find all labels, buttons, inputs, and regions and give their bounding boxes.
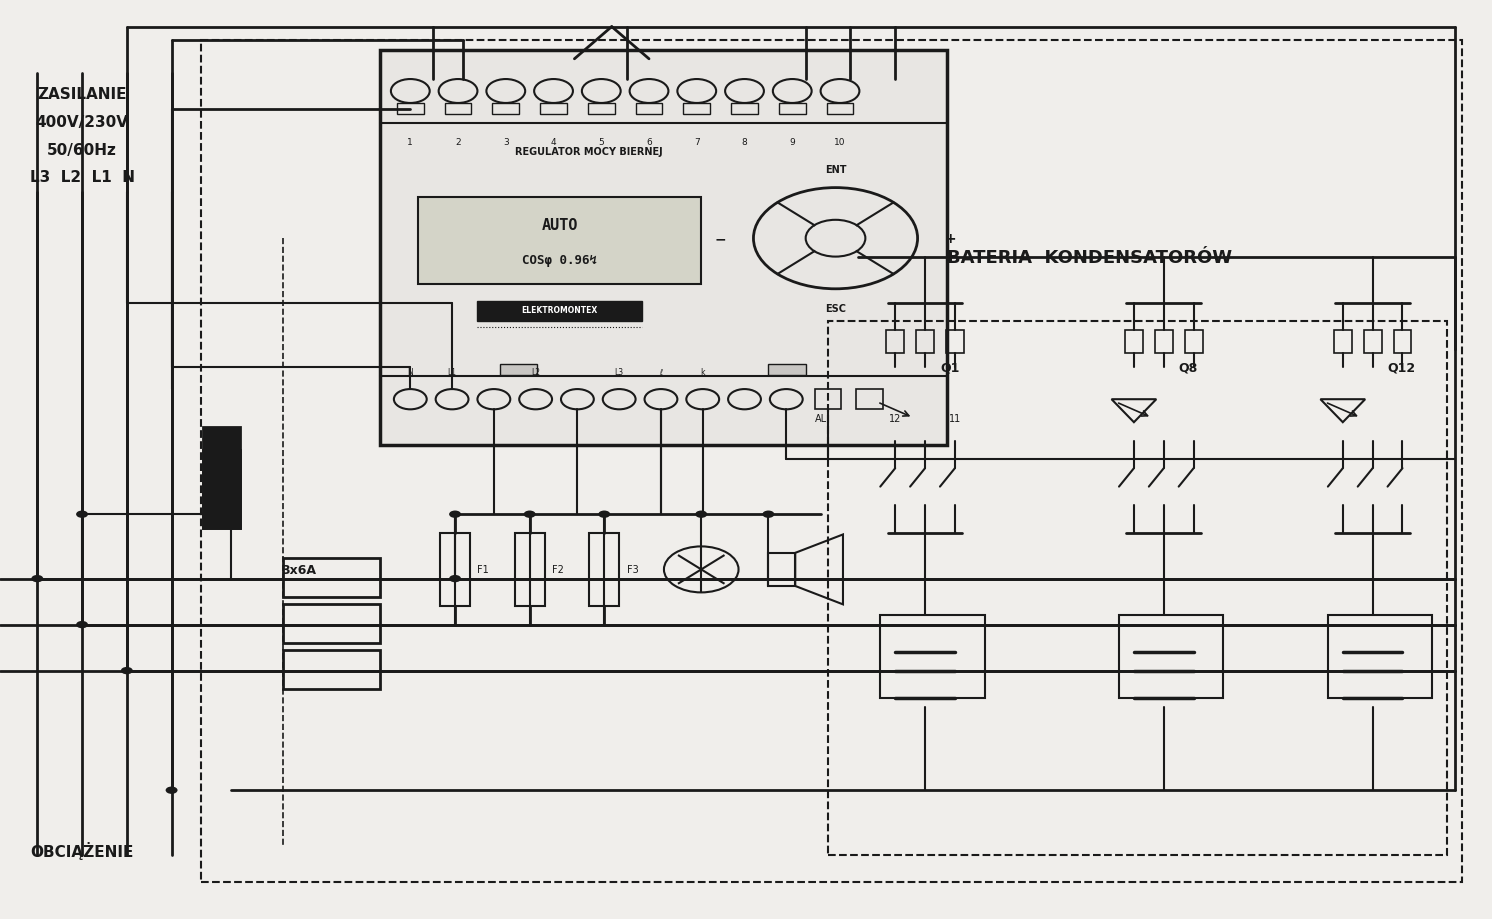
Text: ELEKTROMONTEX: ELEKTROMONTEX xyxy=(521,306,598,315)
Circle shape xyxy=(121,667,133,675)
Text: OBCIĄŻENIE: OBCIĄŻENIE xyxy=(30,841,134,859)
Text: L3  L2  L1  N: L3 L2 L1 N xyxy=(30,170,134,185)
Text: ZASILANIE: ZASILANIE xyxy=(37,87,127,102)
Bar xyxy=(1394,331,1411,354)
Text: N: N xyxy=(407,368,413,377)
Bar xyxy=(418,198,701,285)
Bar xyxy=(283,559,380,597)
Text: BATERIA  KONDENSATORÓW: BATERIA KONDENSATORÓW xyxy=(946,248,1232,267)
Bar xyxy=(492,104,519,115)
Text: 4: 4 xyxy=(551,138,557,147)
Circle shape xyxy=(449,575,461,583)
Bar xyxy=(201,41,1462,882)
Text: 11: 11 xyxy=(949,414,961,423)
Circle shape xyxy=(166,787,178,794)
Text: AL: AL xyxy=(815,414,827,423)
Text: 6: 6 xyxy=(646,138,652,147)
Text: COSφ 0.96↯: COSφ 0.96↯ xyxy=(522,254,597,267)
Bar xyxy=(1125,331,1143,354)
Circle shape xyxy=(524,511,536,518)
Bar xyxy=(1364,331,1382,354)
Bar xyxy=(283,605,380,643)
Text: 1: 1 xyxy=(407,138,413,147)
Bar xyxy=(380,51,947,446)
Bar xyxy=(636,104,662,115)
Circle shape xyxy=(76,511,88,518)
Text: 10: 10 xyxy=(834,138,846,147)
Bar xyxy=(731,104,758,115)
Bar xyxy=(1119,616,1223,698)
Bar xyxy=(203,450,240,528)
Text: −: − xyxy=(715,232,727,246)
Bar xyxy=(880,616,985,698)
Text: 9: 9 xyxy=(789,138,795,147)
Bar xyxy=(440,533,470,607)
Bar xyxy=(768,365,806,376)
Text: F2: F2 xyxy=(552,565,564,574)
Text: AUTO: AUTO xyxy=(542,218,577,233)
Bar xyxy=(1185,331,1203,354)
Text: +: + xyxy=(944,232,956,246)
Text: 3x6A: 3x6A xyxy=(280,563,316,576)
Bar xyxy=(1334,331,1352,354)
Bar xyxy=(477,301,642,322)
Bar xyxy=(397,104,424,115)
Text: L1: L1 xyxy=(448,368,457,377)
Bar xyxy=(500,365,537,376)
Bar xyxy=(589,533,619,607)
Text: ESC: ESC xyxy=(825,303,846,313)
Bar xyxy=(916,331,934,354)
Text: L2: L2 xyxy=(531,368,540,377)
Bar xyxy=(540,104,567,115)
Bar xyxy=(815,390,841,410)
Bar xyxy=(1155,331,1173,354)
Text: 2: 2 xyxy=(455,138,461,147)
Bar xyxy=(828,322,1447,855)
Circle shape xyxy=(695,511,707,518)
Bar xyxy=(203,427,240,528)
Text: F1: F1 xyxy=(477,565,489,574)
Circle shape xyxy=(76,621,88,629)
Text: F3: F3 xyxy=(627,565,639,574)
Bar xyxy=(588,104,615,115)
Text: k: k xyxy=(700,368,706,377)
Bar xyxy=(515,533,545,607)
Text: ℓ: ℓ xyxy=(659,368,662,377)
Text: ENT: ENT xyxy=(825,165,846,175)
Bar xyxy=(779,104,806,115)
Bar xyxy=(886,331,904,354)
Text: 5: 5 xyxy=(598,138,604,147)
Bar xyxy=(683,104,710,115)
Bar xyxy=(856,390,883,410)
Bar xyxy=(445,104,471,115)
Text: L3: L3 xyxy=(615,368,624,377)
Text: Q12: Q12 xyxy=(1388,361,1416,374)
Circle shape xyxy=(598,511,610,518)
Bar xyxy=(946,331,964,354)
Text: 12: 12 xyxy=(889,414,901,423)
Text: 3: 3 xyxy=(503,138,509,147)
Bar xyxy=(827,104,853,115)
Text: 400V/230V: 400V/230V xyxy=(36,115,128,130)
Bar xyxy=(1328,616,1432,698)
Bar xyxy=(768,553,795,586)
Text: REGULATOR MOCY BIERNEJ: REGULATOR MOCY BIERNEJ xyxy=(515,147,662,156)
Circle shape xyxy=(762,511,774,518)
Text: 7: 7 xyxy=(694,138,700,147)
Text: 50/60Hz: 50/60Hz xyxy=(48,142,116,157)
Circle shape xyxy=(449,511,461,518)
Text: Q1: Q1 xyxy=(940,361,959,374)
Text: 8: 8 xyxy=(742,138,747,147)
Bar xyxy=(283,651,380,689)
Text: Q8: Q8 xyxy=(1179,361,1198,374)
Circle shape xyxy=(31,575,43,583)
